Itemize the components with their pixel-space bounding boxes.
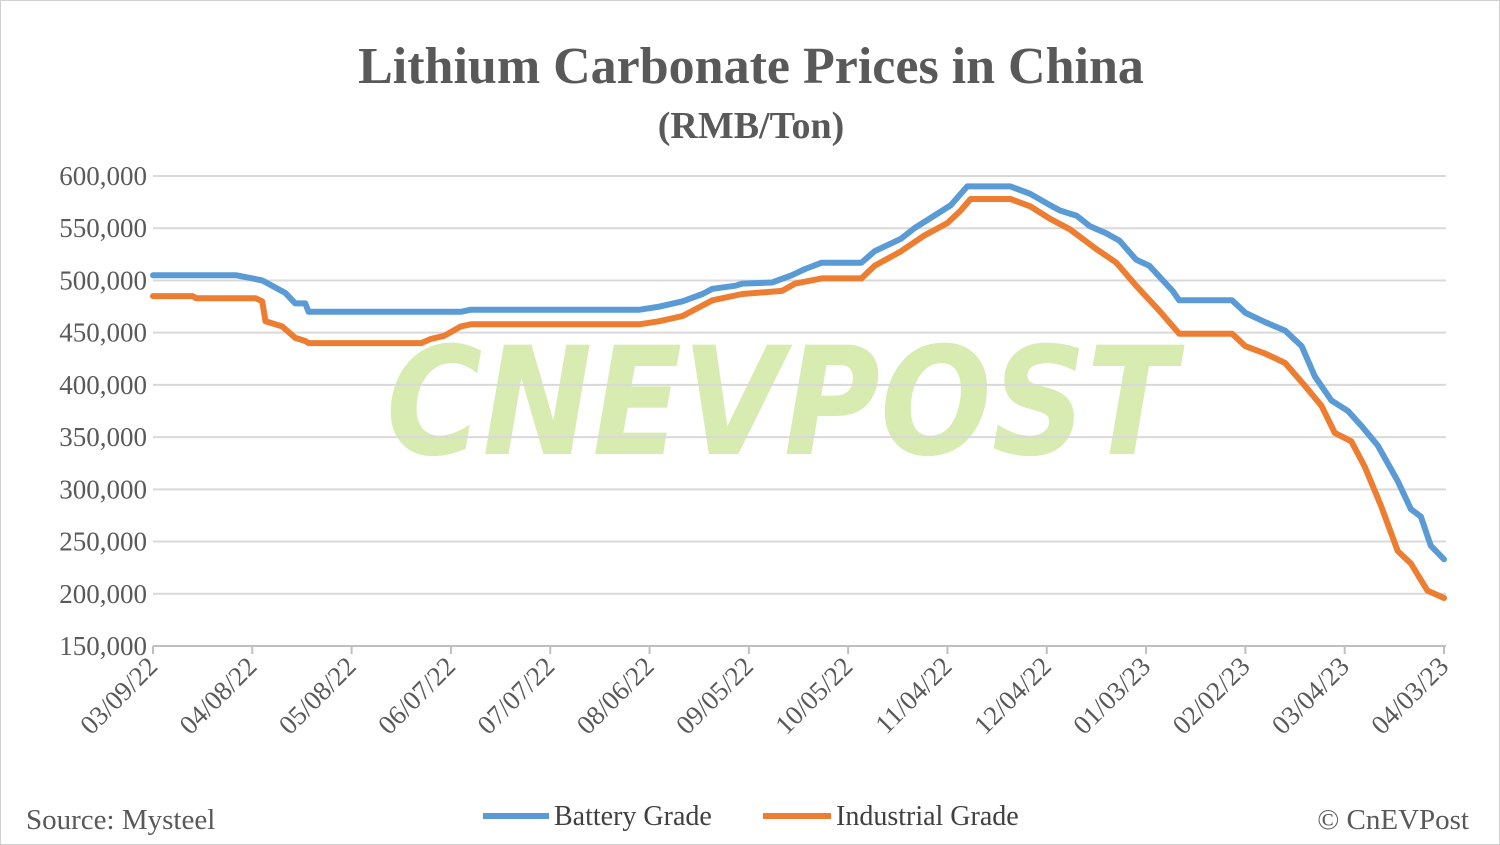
y-tick-label: 550,000 xyxy=(59,213,147,243)
x-tick-label: 10/05/22 xyxy=(769,651,858,740)
x-tick-label: 04/08/22 xyxy=(173,651,262,740)
x-tick-label: 07/07/22 xyxy=(471,651,560,740)
source-note: Source: Mysteel xyxy=(26,804,215,836)
y-tick-label: 300,000 xyxy=(59,474,147,504)
legend-label-industrial: Industrial Grade xyxy=(836,801,1019,832)
x-tick-label: 01/03/23 xyxy=(1067,651,1156,740)
x-tick-label: 03/09/22 xyxy=(74,651,163,740)
x-tick-label: 02/02/23 xyxy=(1167,651,1256,740)
x-tick-label: 11/04/22 xyxy=(869,651,957,739)
y-tick-label: 600,000 xyxy=(59,161,147,191)
y-tick-label: 150,000 xyxy=(59,631,147,661)
copyright-note: © CnEVPost xyxy=(1317,804,1469,836)
y-tick-label: 500,000 xyxy=(59,265,147,295)
x-tick-label: 08/06/22 xyxy=(571,651,660,740)
x-tick-label: 12/04/22 xyxy=(968,651,1057,740)
chart-title: Lithium Carbonate Prices in China xyxy=(358,38,1144,95)
y-tick-label: 250,000 xyxy=(59,527,147,557)
y-tick-label: 350,000 xyxy=(59,422,147,452)
x-tick-label: 06/07/22 xyxy=(372,651,461,740)
x-tick-label: 05/08/22 xyxy=(273,651,362,740)
legend-label-battery: Battery Grade xyxy=(554,801,712,832)
legend: Battery Grade Industrial Grade xyxy=(483,801,1019,832)
x-tick-label: 04/03/23 xyxy=(1365,651,1454,740)
series-line-industrial-grade xyxy=(150,196,1447,601)
x-tick-label: 03/04/23 xyxy=(1266,651,1355,740)
chart-subtitle: (RMB/Ton) xyxy=(658,105,845,147)
y-tick-label: 450,000 xyxy=(59,318,147,348)
watermark: CNEVPOST xyxy=(386,316,1185,490)
y-tick-label: 400,000 xyxy=(59,370,147,400)
x-tick-label: 09/05/22 xyxy=(670,651,759,740)
y-tick-label: 200,000 xyxy=(59,579,147,609)
series-line-battery-grade xyxy=(150,183,1447,563)
